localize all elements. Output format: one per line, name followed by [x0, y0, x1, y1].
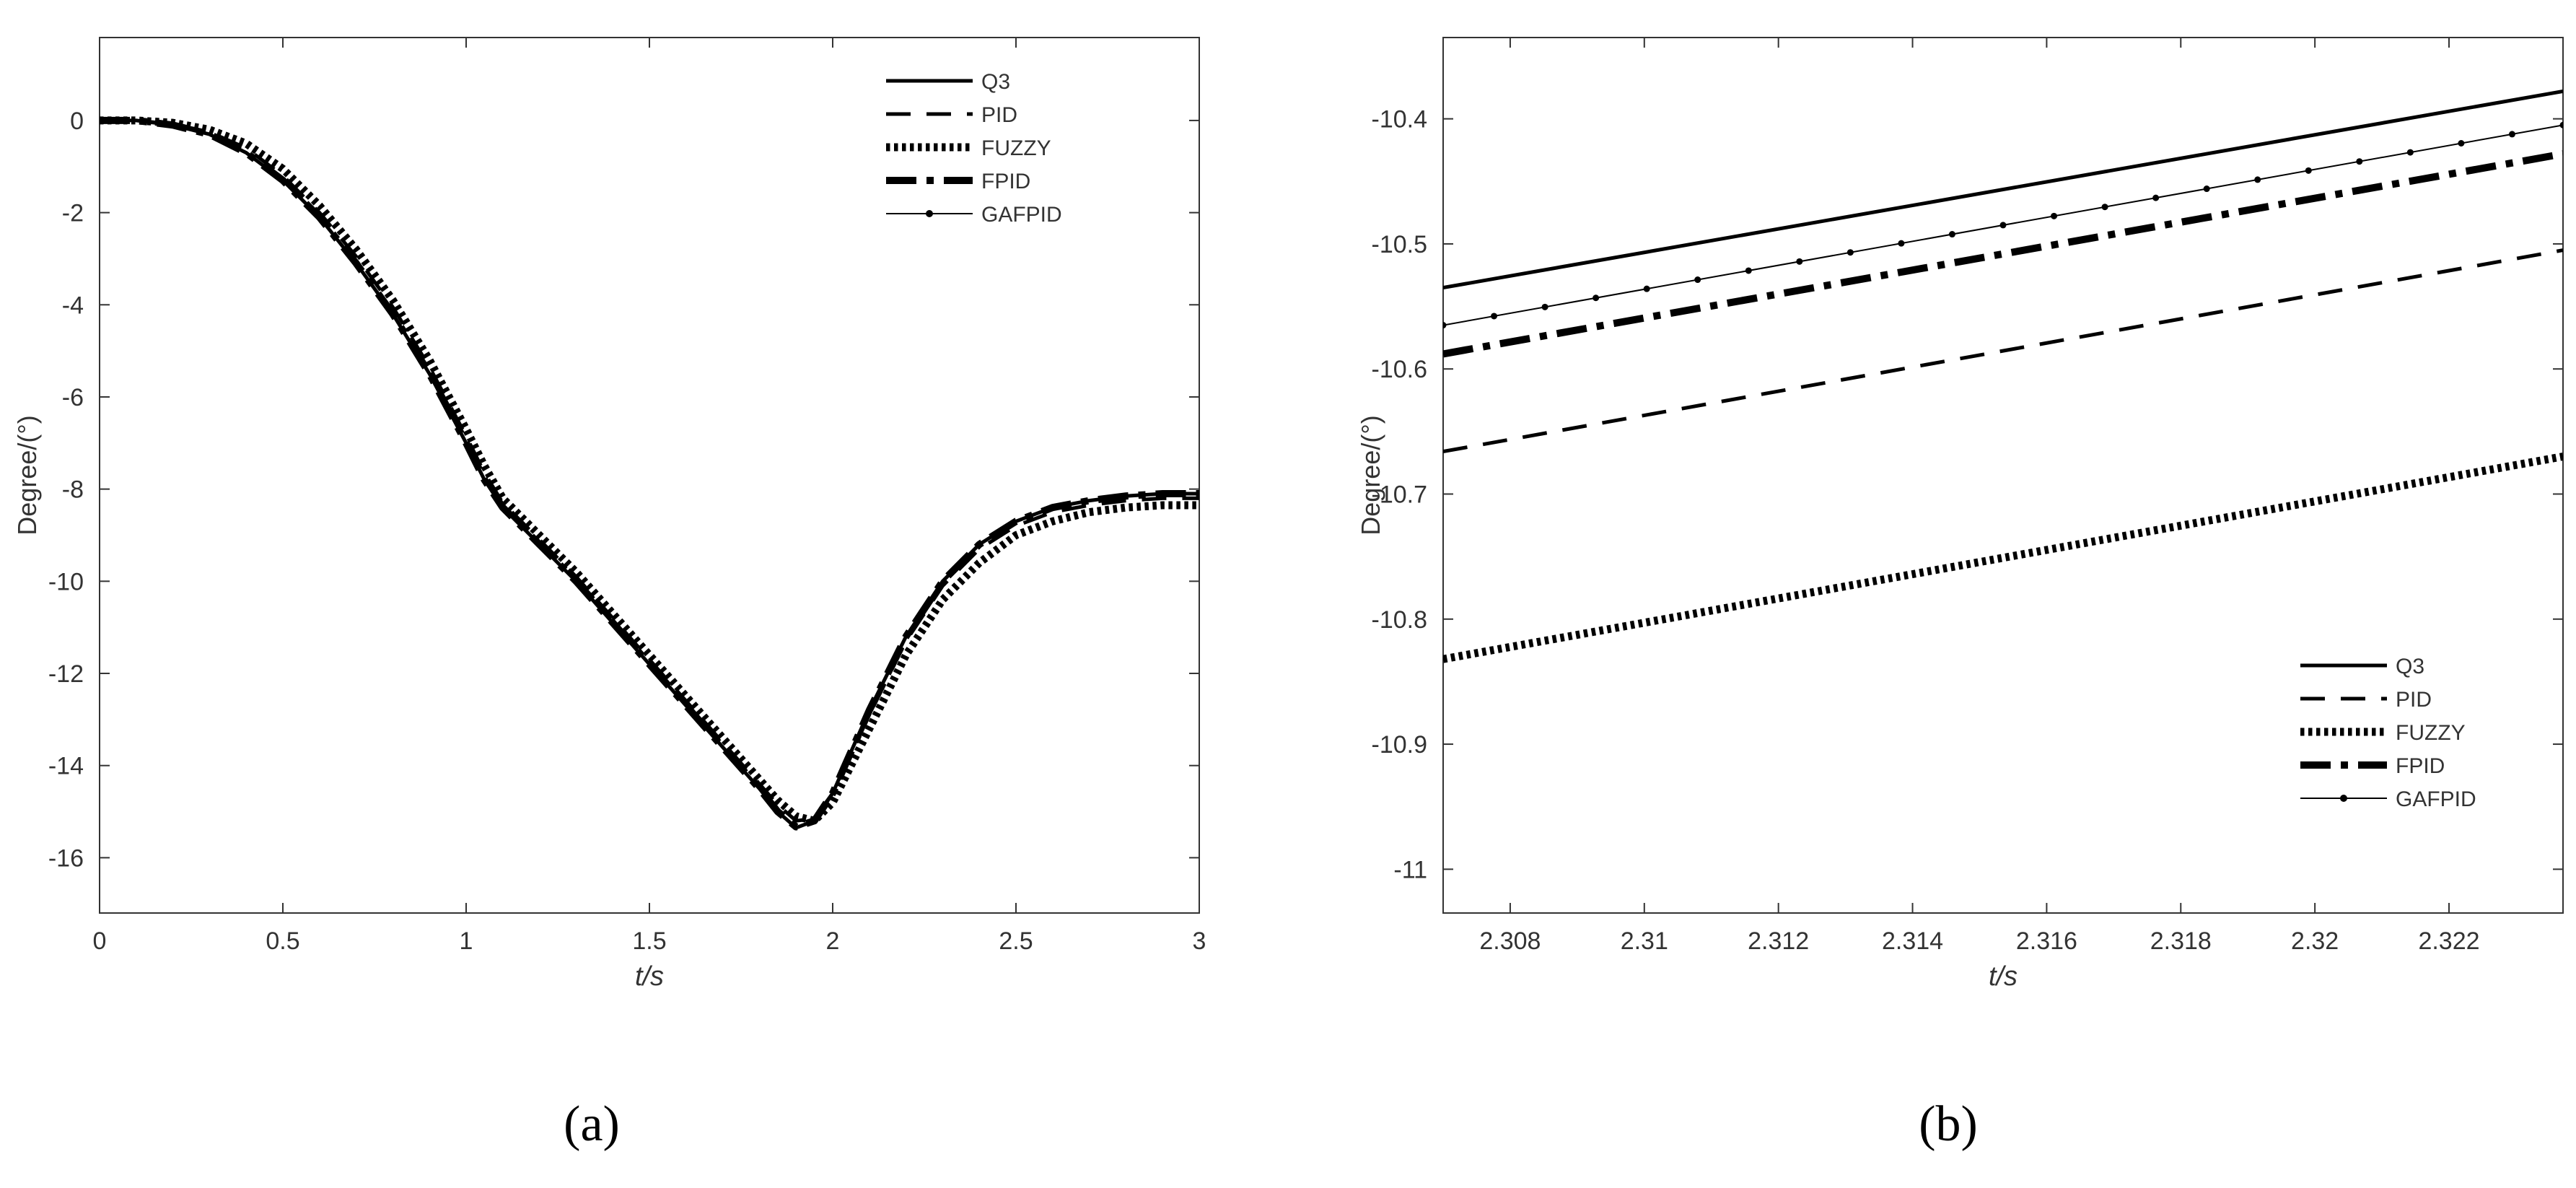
x-tick-label: 1.5: [632, 927, 666, 955]
y-tick-label: -2: [62, 200, 84, 227]
y-tick-label: -10.5: [1372, 231, 1428, 258]
series-marker-gafpid: [1694, 276, 1701, 284]
series-marker-gafpid: [2458, 140, 2465, 147]
panel-label-a: (a): [564, 1096, 620, 1152]
legend: Q3 PID FUZZY FPID GAFPID: [886, 70, 1062, 227]
y-tick-label: -10.7: [1372, 481, 1428, 508]
series-marker-gafpid: [2254, 176, 2261, 183]
y-tick-label: -11: [1393, 856, 1427, 883]
series-marker-gafpid: [1745, 267, 1752, 274]
y-axis-label: Degree/(°): [1356, 415, 1385, 535]
y-tick-label: 0: [70, 108, 84, 135]
series-marker-gafpid: [2406, 149, 2414, 156]
y-tick-label: -8: [62, 476, 84, 504]
series-marker-gafpid: [2356, 158, 2363, 165]
series-marker-gafpid: [2508, 131, 2515, 138]
legend-label-q3: Q3: [2396, 655, 2424, 678]
x-tick-label: 2.5: [999, 927, 1033, 955]
x-axis-label: t/s: [1989, 961, 2018, 992]
series-marker-gafpid: [1999, 222, 2007, 229]
legend-label-pid: PID: [981, 103, 1017, 127]
series-line-pid: [100, 118, 1199, 823]
x-tick-label: 3: [1193, 927, 1206, 955]
x-tick-label: 2.308: [1479, 927, 1541, 955]
legend-label-fuzzy: FUZZY: [981, 136, 1051, 160]
y-axis-label: Degree/(°): [12, 415, 42, 535]
legend-label-fpid: FPID: [981, 170, 1030, 193]
series-line-gafpid: [100, 119, 1199, 829]
x-tick-label: 2.31: [1621, 927, 1668, 955]
y-tick-label: -10.9: [1372, 731, 1428, 759]
series-line-q3: [1443, 89, 2563, 290]
legend-marker-gafpid: [2340, 795, 2347, 802]
x-axis-label: t/s: [635, 961, 664, 992]
legend-label-fuzzy: FUZZY: [2396, 721, 2466, 745]
x-tick-label: 2.314: [1882, 927, 1943, 955]
y-tick-label: -4: [62, 292, 84, 319]
legend-marker-gafpid: [926, 210, 933, 217]
series-marker-gafpid: [1846, 249, 1854, 256]
y-tick-label: -10.4: [1372, 106, 1428, 134]
series-marker-gafpid: [2305, 167, 2312, 174]
series-marker-gafpid: [0, 0, 4, 4]
series-group: [0, 0, 1199, 831]
x-tick-label: 2.316: [2016, 927, 2077, 955]
panel-label-b: (b): [1919, 1096, 1978, 1152]
x-tick-label: 2: [826, 927, 840, 955]
series-marker-gafpid: [2101, 204, 2108, 211]
legend-label-gafpid: GAFPID: [981, 203, 1062, 227]
y-tick-label: -6: [62, 384, 84, 411]
legend-label-fpid: FPID: [2396, 754, 2445, 778]
y-tick-label: -16: [48, 844, 84, 872]
legend-label-q3: Q3: [981, 70, 1010, 94]
series-marker-gafpid: [1796, 258, 1803, 265]
y-tick-label: -12: [48, 660, 84, 688]
x-tick-label: 2.32: [2291, 927, 2339, 955]
series-line-pid: [1443, 248, 2563, 454]
series-line-fuzzy: [1443, 453, 2563, 663]
x-tick-label: 2.322: [2418, 927, 2479, 955]
series-marker-gafpid: [1643, 285, 1650, 292]
series-marker-gafpid: [1541, 303, 1548, 310]
series-line-fpid: [1443, 150, 2563, 358]
series-marker-gafpid: [1491, 313, 1498, 320]
legend-label-gafpid: GAFPID: [2396, 787, 2476, 811]
y-tick-label: -14: [48, 753, 84, 780]
x-tick-label: 2.318: [2150, 927, 2212, 955]
series-marker-gafpid: [2152, 194, 2160, 201]
series-marker-gafpid: [2203, 185, 2210, 193]
series-group: [1443, 89, 2563, 663]
x-tick-label: 1: [460, 927, 473, 955]
series-marker-gafpid: [2051, 212, 2058, 219]
series-marker-gafpid: [1898, 240, 1905, 247]
chart-panel-b: 2.308 2.31 2.312 2.314 2.316 2.318 2.32 2.322 -1…: [1356, 37, 2564, 992]
series-marker-gafpid: [1948, 231, 1955, 238]
legend-label-pid: PID: [2396, 688, 2432, 712]
x-tick-label: 0.5: [266, 927, 299, 955]
plot-area-frame: [1442, 37, 2564, 914]
legend: Q3 PID FUZZY FPID GAFPID: [2300, 655, 2476, 811]
y-tick-label: -10: [48, 568, 84, 595]
series-line-fuzzy: [100, 116, 1199, 825]
chart-panel-a: 0 0.5 1 1.5 2 2.5 3 0 -2 -4 -6 -8 -10 -12 -14 -16 t/s Deg…: [0, 0, 1206, 992]
series-marker-gafpid: [1443, 322, 1447, 329]
x-tick-label: 2.312: [1748, 927, 1809, 955]
x-tick-label: 0: [93, 927, 107, 955]
series-marker-gafpid: [1593, 294, 1600, 302]
y-tick-label: -10.6: [1372, 356, 1428, 383]
series-marker-gafpid: [2559, 121, 2563, 128]
y-tick-label: -10.8: [1372, 606, 1428, 634]
